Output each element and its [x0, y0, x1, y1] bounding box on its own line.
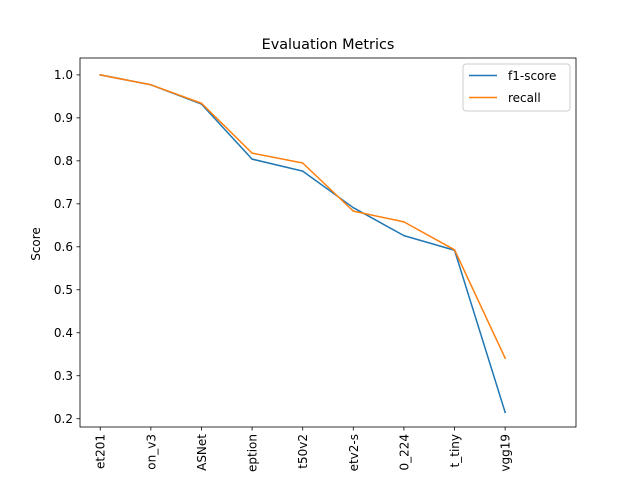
legend: f1-score recall: [462, 63, 571, 112]
x-tick-label: 0_224: [397, 434, 411, 471]
y-tick-label: 0.9: [54, 111, 73, 125]
data-point-f1-score: [251, 158, 253, 160]
x-tick-label: t50v2: [296, 434, 310, 469]
y-tick-label: 0.4: [54, 326, 73, 340]
x-tick-label: vgg19: [499, 434, 513, 472]
x-tick-label: et201: [94, 434, 108, 469]
data-point-f1-score: [504, 411, 506, 414]
x-tick-label: on_v3: [144, 434, 158, 470]
y-axis-label: Score: [29, 227, 43, 261]
data-point-recall: [453, 249, 456, 251]
x-tick-label: eption: [246, 434, 260, 472]
data-point-f1-score: [301, 170, 304, 172]
y-tick-label: 1.0: [54, 68, 73, 82]
data-point-recall: [504, 357, 506, 359]
data-point-recall: [352, 210, 355, 212]
legend-label-f1-score: f1-score: [508, 69, 556, 83]
y-tick-label: 0.6: [54, 240, 73, 254]
y-tick-label: 0.3: [54, 369, 73, 383]
y-tick-label: 0.5: [54, 283, 73, 297]
data-point-recall: [301, 162, 304, 164]
axes-frame: [79, 57, 577, 428]
data-point-f1-score: [403, 234, 405, 237]
y-tick-label: 0.7: [54, 197, 73, 211]
data-point-recall: [251, 152, 253, 154]
data-point-f1-score: [352, 206, 355, 209]
data-point-recall: [403, 221, 405, 223]
y-tick-label: 0.8: [54, 154, 73, 168]
chart-title: Evaluation Metrics: [262, 37, 395, 53]
x-tick-label: etv2-s: [347, 434, 361, 471]
series-recall: [99, 74, 507, 360]
plot-area: 0.2 0.3 0.4 0.5 0.6 0.7 0.8 0.9 1.0 et201 on_v3 ASN…: [54, 57, 577, 472]
data-point-recall: [200, 102, 203, 105]
x-tick-label: t_tiny: [448, 434, 462, 467]
legend-label-recall: recall: [508, 91, 541, 105]
data-point-recall: [99, 74, 101, 76]
data-point-recall: [150, 84, 152, 86]
x-tick-label: ASNet: [195, 434, 209, 471]
y-tick-label: 0.2: [54, 412, 73, 426]
